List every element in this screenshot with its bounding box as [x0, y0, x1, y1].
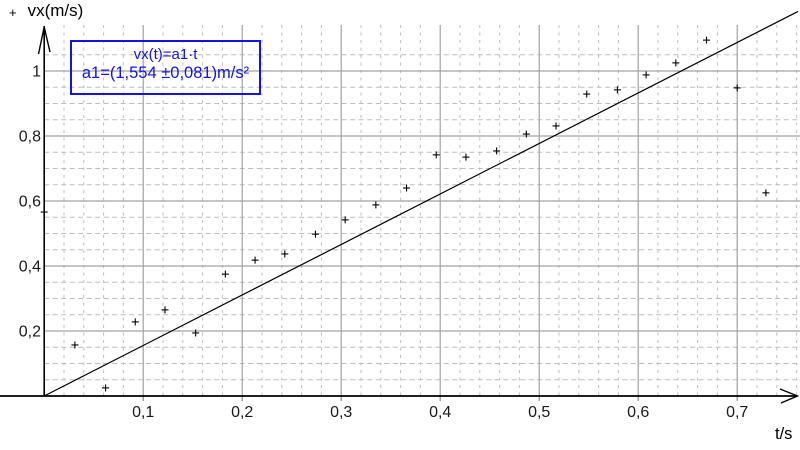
x-tick-label: 0,1 — [132, 404, 154, 421]
x-axis-title: t/s — [775, 425, 793, 443]
x-tick-label: 0,2 — [231, 404, 253, 421]
y-tick-label: 1 — [32, 64, 41, 81]
y-tick-label: 0,4 — [19, 259, 41, 276]
fit-parameter: a1=(1,554 ±0,081)m/s² — [81, 64, 250, 82]
y-axis-title-group: + vx(m/s) — [9, 1, 83, 21]
x-tick-label: 0,6 — [627, 404, 649, 421]
series-marker-icon: + — [9, 4, 17, 20]
x-axis-arrow-icon — [779, 388, 800, 404]
y-tick-label: 0,6 — [19, 194, 41, 211]
y-axis-arrow-icon — [37, 26, 51, 55]
y-tick-label: 0,2 — [19, 324, 41, 341]
fit-legend-box[interactable]: vx(t)=a1·t a1=(1,554 ±0,081)m/s² — [70, 40, 261, 95]
x-tick-label: 0,7 — [726, 404, 748, 421]
fit-equation: vx(t)=a1·t — [133, 46, 198, 63]
x-tick-label: 0,4 — [429, 404, 451, 421]
x-tick-label: 0,3 — [330, 404, 352, 421]
y-tick-label: 0,8 — [19, 129, 41, 146]
x-tick-label: 0,5 — [528, 404, 550, 421]
y-axis-title: vx(m/s) — [27, 1, 84, 20]
fit-line — [43, 10, 799, 397]
